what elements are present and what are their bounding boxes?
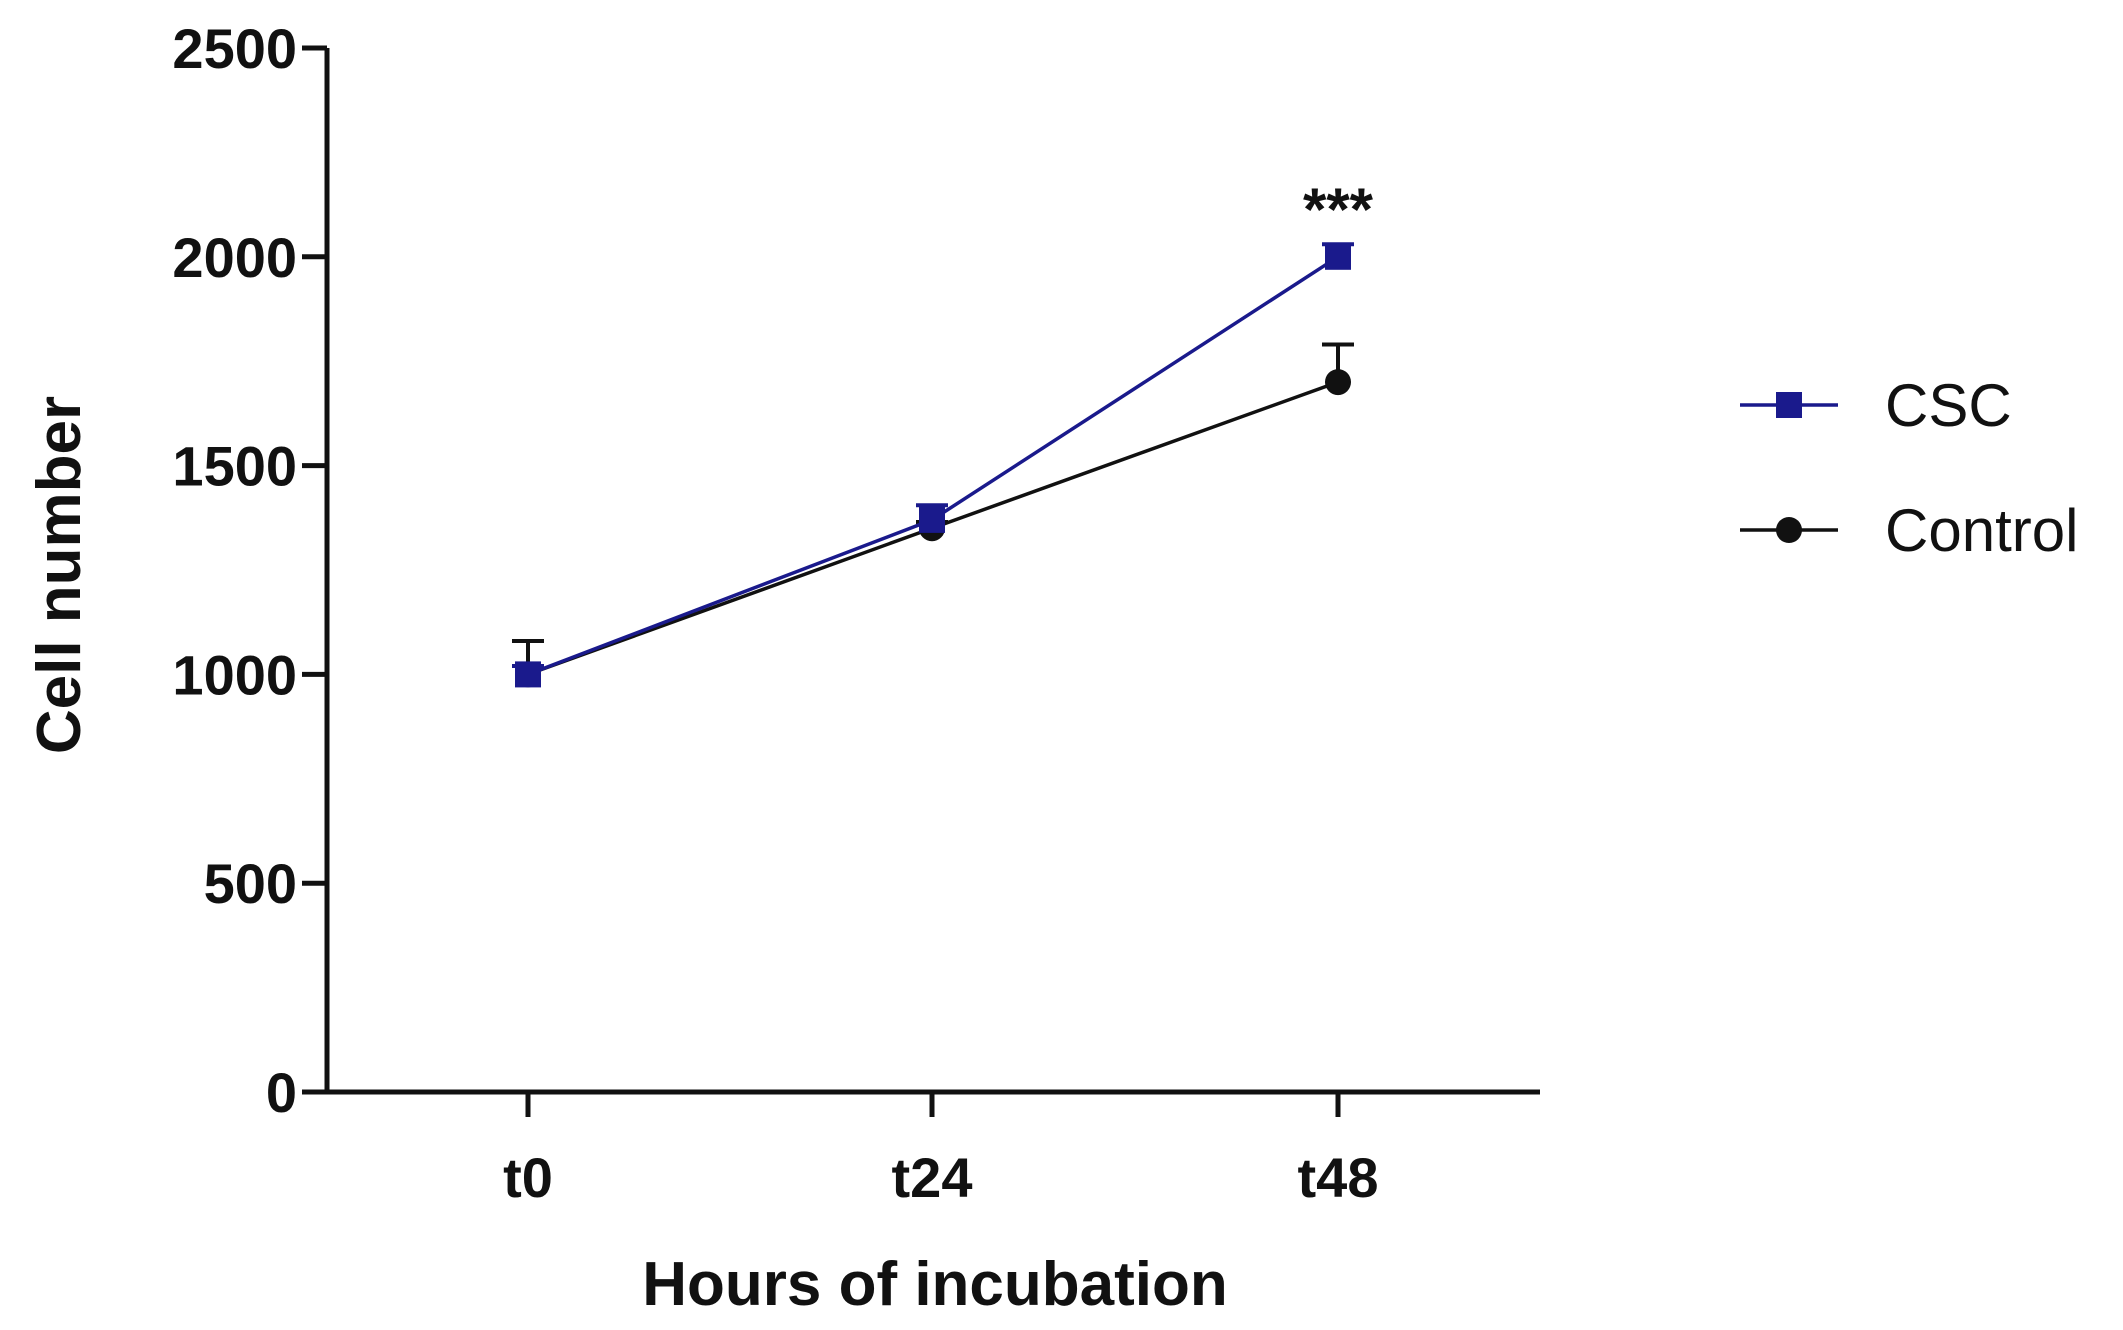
legend: CSC Control	[1740, 372, 2078, 564]
series-layer	[512, 242, 1354, 688]
y-axis-ticks: 0 500 1000 1500 2000 2500	[172, 17, 327, 1124]
legend-label: Control	[1885, 497, 2078, 564]
legend-marker	[1776, 517, 1802, 543]
y-tick-label: 2500	[172, 17, 297, 80]
data-point	[1325, 243, 1351, 270]
data-point	[1325, 369, 1351, 396]
y-tick-label: 500	[204, 852, 297, 915]
x-axis-title: Hours of incubation	[642, 1250, 1228, 1319]
series-line-csc	[527, 255, 1339, 677]
y-axis-title: Cell number	[25, 396, 94, 754]
significance-annotation: ***	[1303, 176, 1374, 243]
x-tick-label: t0	[503, 1146, 553, 1209]
y-tick-label: 2000	[172, 226, 297, 289]
legend-marker	[1776, 392, 1802, 418]
legend-label: CSC	[1885, 372, 2012, 439]
x-axis-ticks: t0 t24 t48	[503, 1092, 1378, 1209]
legend-item-control: Control	[1740, 497, 2078, 564]
data-point	[919, 506, 945, 533]
y-tick-label: 1500	[172, 435, 297, 498]
series-csc	[512, 242, 1354, 688]
x-tick-label: t24	[892, 1146, 973, 1209]
legend-item-csc: CSC	[1740, 372, 2012, 439]
y-tick-label: 0	[266, 1061, 297, 1124]
annotations: ***	[1303, 176, 1374, 243]
y-tick-label: 1000	[172, 643, 297, 706]
data-point	[515, 661, 541, 688]
x-tick-label: t48	[1298, 1146, 1379, 1209]
